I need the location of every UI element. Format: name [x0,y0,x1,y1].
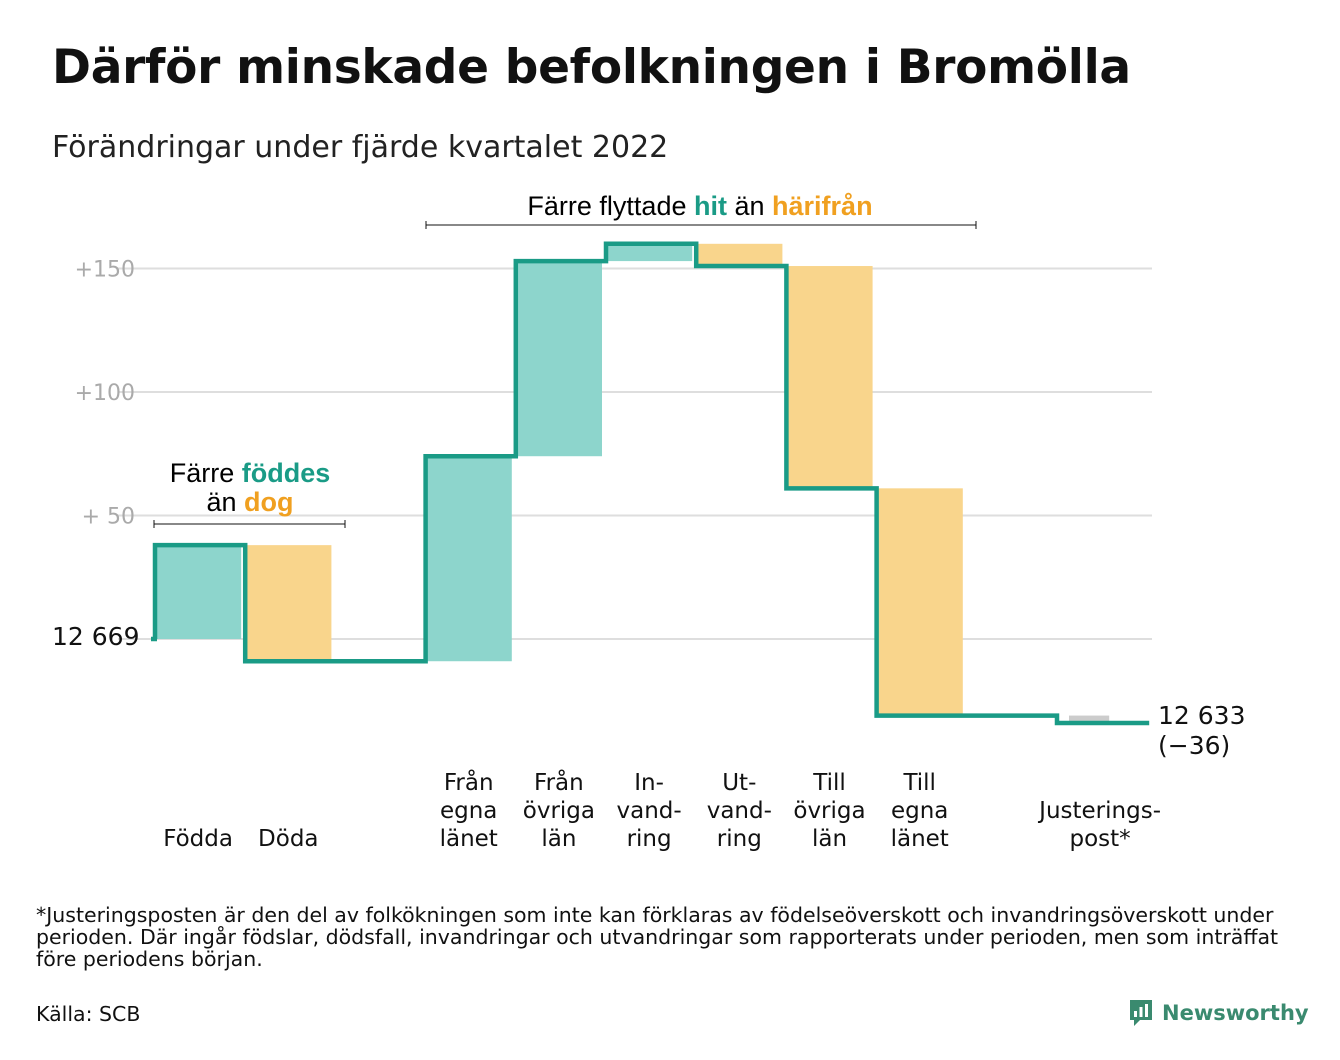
category-label: län [541,826,576,852]
end-change-label: (−36) [1158,731,1230,760]
migration-middle: än [727,191,772,221]
chart-subtitle: Förändringar under fjärde kvartalet 2022 [52,130,669,165]
bar [786,266,873,489]
annotations: Färre föddes än dog Färre flyttade hit ä… [153,191,977,528]
category-label: länet [891,826,949,852]
logo-text: Newsworthy [1162,1001,1309,1025]
bar [515,261,602,457]
category-labels: Födda DödaFrånegnalänetFrånövrigalänIn-va… [163,768,1161,852]
birth-death-annotation-line2: än dog [206,487,293,517]
y-tick-label: + 50 [82,505,135,530]
category-label: In- [634,770,664,796]
category-label: övriga [793,798,865,824]
footnote: *Justeringsposten är den del av folkökni… [36,903,1279,971]
bar [696,243,783,267]
births-highlight: föddes [242,458,331,488]
category-label: Födda [163,826,233,852]
category-label: egna [891,798,948,824]
moved-away-highlight: härifrån [772,191,873,221]
y-tick-label: +100 [75,381,135,406]
category-label: post* [1070,826,1131,852]
category-label: ring [627,826,672,852]
category-label: Från [444,768,494,796]
moved-here-highlight: hit [694,191,727,221]
category-label: Döda [258,826,318,852]
bar [155,545,242,639]
bar [1069,715,1110,723]
deaths-highlight: dog [244,487,293,517]
y-axis-ticks: + 50 +100 +150 [75,258,135,530]
category-label: län [812,826,847,852]
chart-title: Därför minskade befolkningen i Bromölla [52,40,1131,95]
end-value-label: 12 633 [1158,701,1245,730]
population-step-line [151,241,1150,726]
bar [425,456,512,662]
bar [876,488,963,716]
category-label: Till [812,770,846,796]
bar [606,243,693,262]
category-label: vand- [707,798,772,824]
category-label: egna [440,798,497,824]
bars [155,243,1110,723]
birth-death-annotation-line1: Färre föddes [170,458,331,488]
category-label: Ut- [722,770,756,796]
newsworthy-logo: Newsworthy [1128,998,1309,1028]
y-tick-label: +150 [75,258,135,283]
category-label: ring [717,826,762,852]
source-note: Källa: SCB [36,1002,141,1026]
waterfall-chart: + 50+100+150 Födda DödaFrånegnalänetFrånö… [52,191,1245,852]
category-label: Från [534,768,584,796]
start-value-label: 12 669 [52,622,139,651]
category-label: vand- [617,798,682,824]
migration-annotation: Färre flyttade hit än härifrån [527,191,872,221]
category-label: Till [902,770,936,796]
category-label: länet [440,826,498,852]
category-label: Justerings- [1037,798,1161,824]
category-label: övriga [523,798,595,824]
birth-death-prefix: Färre [170,458,242,488]
migration-prefix: Färre flyttade [527,191,694,221]
birth-death-middle: än [206,487,244,517]
bar-chart-speech-icon [1130,1000,1152,1026]
bar [245,545,332,662]
